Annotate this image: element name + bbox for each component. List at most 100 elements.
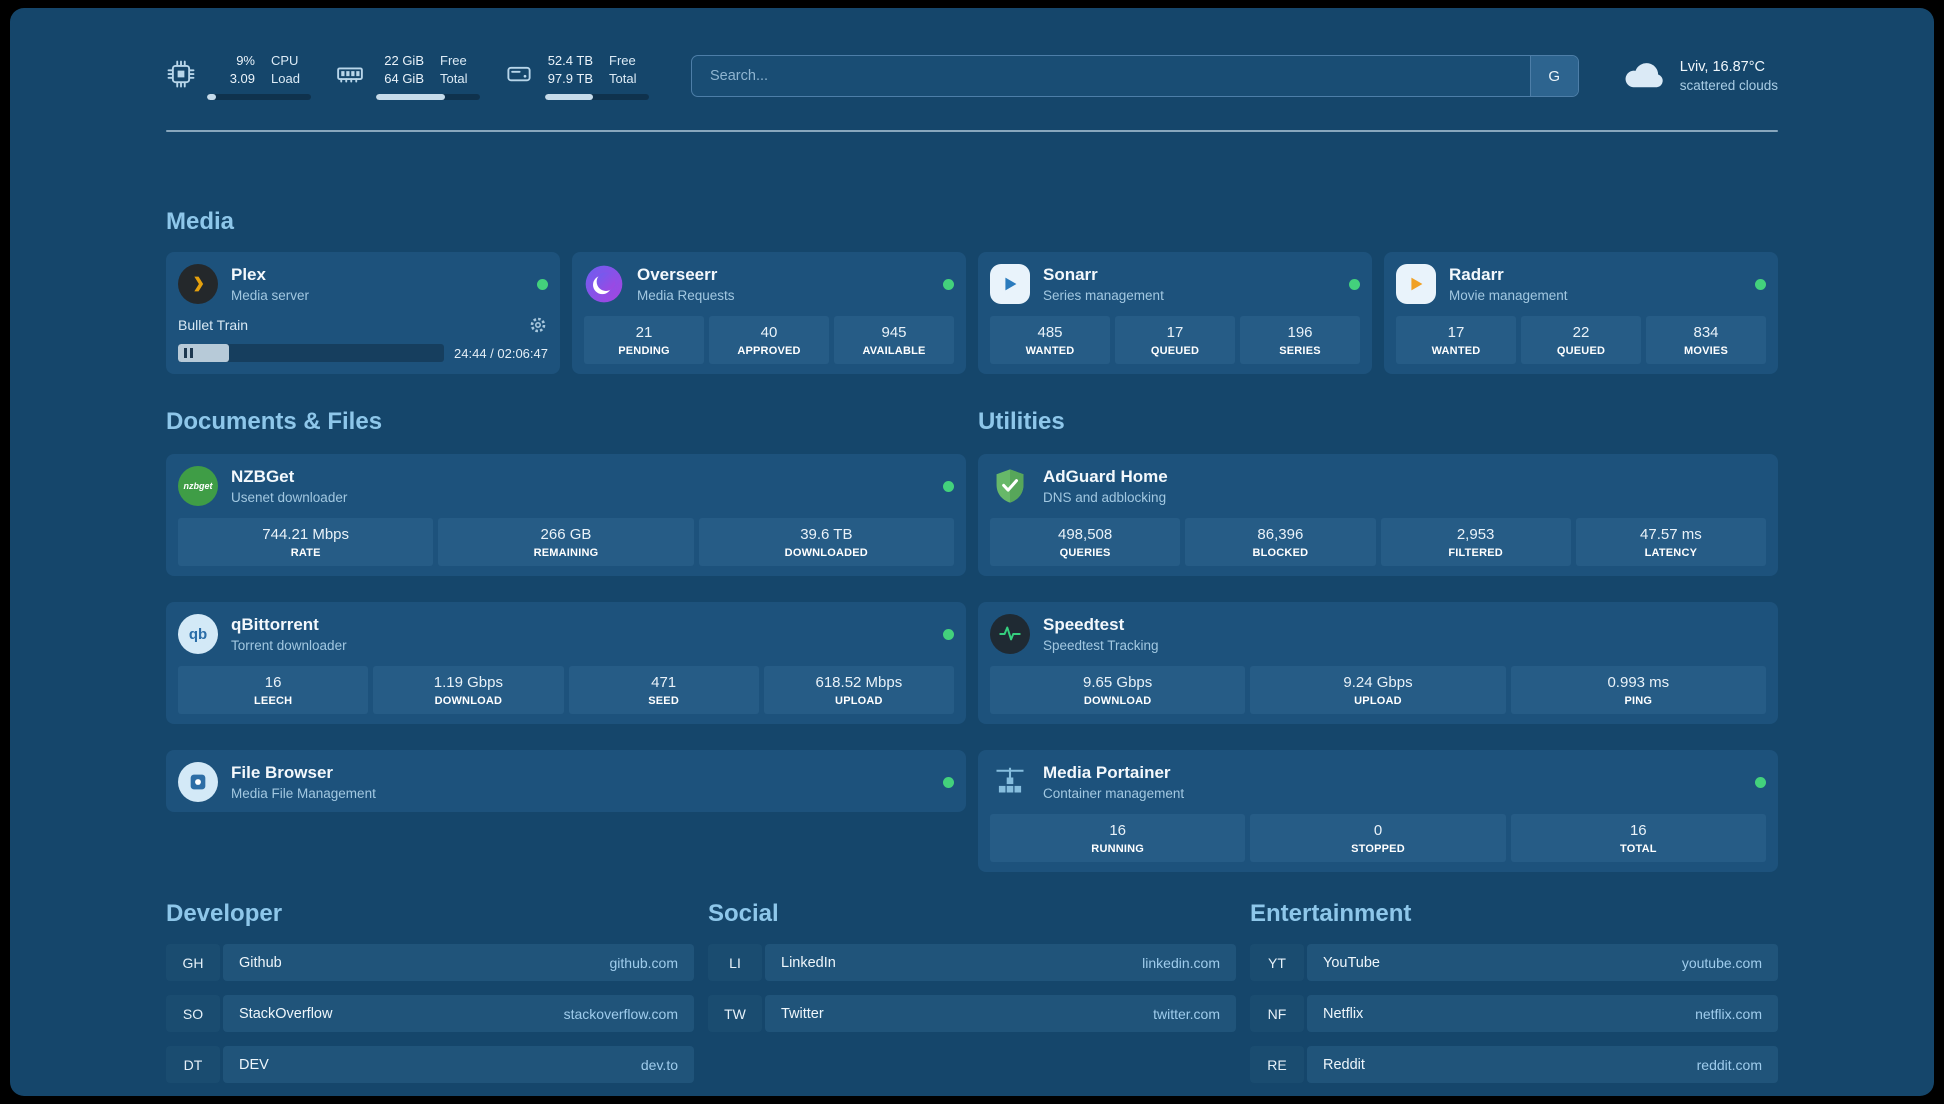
cpu-load-value: 3.09 xyxy=(229,71,255,86)
stat-tile: 16 RUNNING xyxy=(990,814,1246,862)
service-description: Media Requests xyxy=(637,288,735,303)
bookmark-abbr: DT xyxy=(166,1046,220,1083)
memory-free-label: Free xyxy=(440,52,467,68)
bookmark-abbr: RE xyxy=(1250,1046,1304,1083)
service-card-overseerr[interactable]: Overseerr Media Requests 21 PENDING 40 APP… xyxy=(572,252,966,374)
bookmark-name: Github xyxy=(239,954,282,971)
service-description: Media File Management xyxy=(231,786,376,801)
memory-free-value: 22 GiB xyxy=(384,52,424,68)
cpu-usage-value: 9% xyxy=(236,52,255,68)
bookmark-abbr: TW xyxy=(708,995,762,1032)
service-card-radarr[interactable]: Radarr Movie management 17 WANTED 22 QUEUE… xyxy=(1384,252,1778,374)
plex-now-playing-widget: Bullet Train 24:44 / xyxy=(178,315,548,362)
stat-tile: 1.19 Gbps DOWNLOAD xyxy=(373,666,564,714)
bookmark-group-entertainment: Entertainment YT YouTube youtube.com NF … xyxy=(1250,900,1778,1096)
section-media: Media Plex Media server Bullet Train xyxy=(166,208,1778,374)
memory-total-value: 64 GiB xyxy=(384,71,424,86)
system-widgets: 9% 3.09 CPU Load xyxy=(166,52,649,101)
disk-free-value: 52.4 TB xyxy=(547,52,593,68)
service-card-speedtest[interactable]: Speedtest Speedtest Tracking 9.65 Gbps DO… xyxy=(978,602,1778,724)
top-bar: 9% 3.09 CPU Load xyxy=(166,48,1778,104)
service-description: Usenet downloader xyxy=(231,490,348,505)
service-card-plex[interactable]: Plex Media server Bullet Train xyxy=(166,252,560,374)
disk-free-label: Free xyxy=(609,52,636,68)
service-name: AdGuard Home xyxy=(1043,467,1168,486)
status-dot xyxy=(1349,278,1360,290)
stat-tile: 471 SEED xyxy=(568,666,759,714)
service-card-nzbget[interactable]: nzbget NZBGet Usenet downloader 744.21 M… xyxy=(166,454,966,576)
bookmark-stackoverflow[interactable]: SO StackOverflow stackoverflow.com xyxy=(166,995,694,1032)
stat-tile: 39.6 TB DOWNLOADED xyxy=(698,518,954,566)
adguard-icon xyxy=(990,466,1030,506)
bookmark-netflix[interactable]: NF Netflix netflix.com xyxy=(1250,995,1778,1032)
disk-total-label: Total xyxy=(609,71,637,86)
bookmark-github[interactable]: GH Github github.com xyxy=(166,944,694,981)
bookmark-url: netflix.com xyxy=(1695,1005,1762,1022)
bookmark-dev[interactable]: DT DEV dev.to xyxy=(166,1046,694,1083)
bookmark-group-social: Social LI LinkedIn linkedin.com TW Twitt… xyxy=(708,900,1236,1096)
stat-tile: 618.52 Mbps UPLOAD xyxy=(763,666,954,714)
qbittorrent-icon: qb xyxy=(178,614,218,654)
search-provider-button[interactable]: G xyxy=(1529,56,1578,96)
search-input[interactable] xyxy=(692,56,1530,96)
memory-widget: 22 GiB 64 GiB Free Total xyxy=(335,52,480,101)
service-name: qBittorrent xyxy=(231,615,319,634)
status-dot xyxy=(1755,776,1766,788)
dashboard: 9% 3.09 CPU Load xyxy=(10,8,1934,1096)
stat-tile: 40 APPROVED xyxy=(709,316,829,364)
service-name: Radarr xyxy=(1449,265,1504,284)
status-dot xyxy=(1755,278,1766,290)
service-card-adguard[interactable]: AdGuard Home DNS and adblocking 498,508 Q… xyxy=(978,454,1778,576)
service-card-qbittorrent[interactable]: qb qBittorrent Torrent downloader 16 LEEC… xyxy=(166,602,966,724)
service-card-portainer[interactable]: Media Portainer Container management 16 R… xyxy=(978,750,1778,872)
bookmark-twitter[interactable]: TW Twitter twitter.com xyxy=(708,995,1236,1032)
bookmark-name: Netflix xyxy=(1323,1005,1364,1022)
stat-tile: 21 PENDING xyxy=(584,316,704,364)
bookmark-url: dev.to xyxy=(640,1056,678,1073)
cpu-widget: 9% 3.09 CPU Load xyxy=(166,52,311,101)
stat-tile: 9.24 Gbps UPLOAD xyxy=(1250,666,1506,714)
bookmark-url: twitter.com xyxy=(1153,1005,1220,1022)
status-dot xyxy=(943,628,954,640)
bookmark-url: github.com xyxy=(609,954,678,971)
bookmark-name: StackOverflow xyxy=(239,1005,333,1022)
documents-section-title: Documents & Files xyxy=(166,408,383,435)
playback-progress-bar[interactable] xyxy=(178,344,445,362)
pause-icon[interactable] xyxy=(184,348,193,358)
sonarr-icon xyxy=(990,264,1030,304)
service-card-sonarr[interactable]: Sonarr Series management 485 WANTED 17 QUE… xyxy=(978,252,1372,374)
cloud-icon xyxy=(1621,57,1667,96)
service-name: Speedtest xyxy=(1043,615,1125,634)
service-name: Overseerr xyxy=(637,265,718,284)
weather-widget[interactable]: Lviv, 16.87°C scattered clouds xyxy=(1621,57,1778,96)
bookmark-url: linkedin.com xyxy=(1142,954,1220,971)
stat-tile: 47.57 ms LATENCY xyxy=(1575,518,1766,566)
bookmark-abbr: SO xyxy=(166,995,220,1032)
stat-tile: 16 LEECH xyxy=(178,666,369,714)
stat-tile: 498,508 QUERIES xyxy=(990,518,1181,566)
portainer-icon xyxy=(990,762,1030,802)
service-description: Movie management xyxy=(1449,288,1568,303)
bookmark-reddit[interactable]: RE Reddit reddit.com xyxy=(1250,1046,1778,1083)
stat-tile: 0.993 ms PING xyxy=(1510,666,1766,714)
service-card-filebrowser[interactable]: File Browser Media File Management xyxy=(166,750,966,812)
bookmark-group-developer: Developer GH Github github.com SO StackO… xyxy=(166,900,694,1096)
gear-icon[interactable] xyxy=(528,315,548,335)
service-description: Container management xyxy=(1043,786,1185,801)
stat-tile: 266 GB REMAINING xyxy=(438,518,694,566)
media-section-title: Media xyxy=(166,208,235,235)
stat-tile: 16 TOTAL xyxy=(1510,814,1766,862)
disk-total-value: 97.9 TB xyxy=(547,71,593,86)
service-name: File Browser xyxy=(231,763,334,782)
status-dot xyxy=(943,278,954,290)
bookmark-abbr: GH xyxy=(166,944,220,981)
status-dot xyxy=(537,278,548,290)
section-utilities: Utilities AdGuard Home DNS and adblockin… xyxy=(978,408,1778,872)
bookmark-youtube[interactable]: YT YouTube youtube.com xyxy=(1250,944,1778,981)
stat-tile: 17 WANTED xyxy=(1396,316,1516,364)
bookmark-url: youtube.com xyxy=(1681,954,1762,971)
bookmark-abbr: NF xyxy=(1250,995,1304,1032)
bookmark-linkedin[interactable]: LI LinkedIn linkedin.com xyxy=(708,944,1236,981)
service-name: Sonarr xyxy=(1043,265,1098,284)
bookmark-name: LinkedIn xyxy=(781,954,836,971)
